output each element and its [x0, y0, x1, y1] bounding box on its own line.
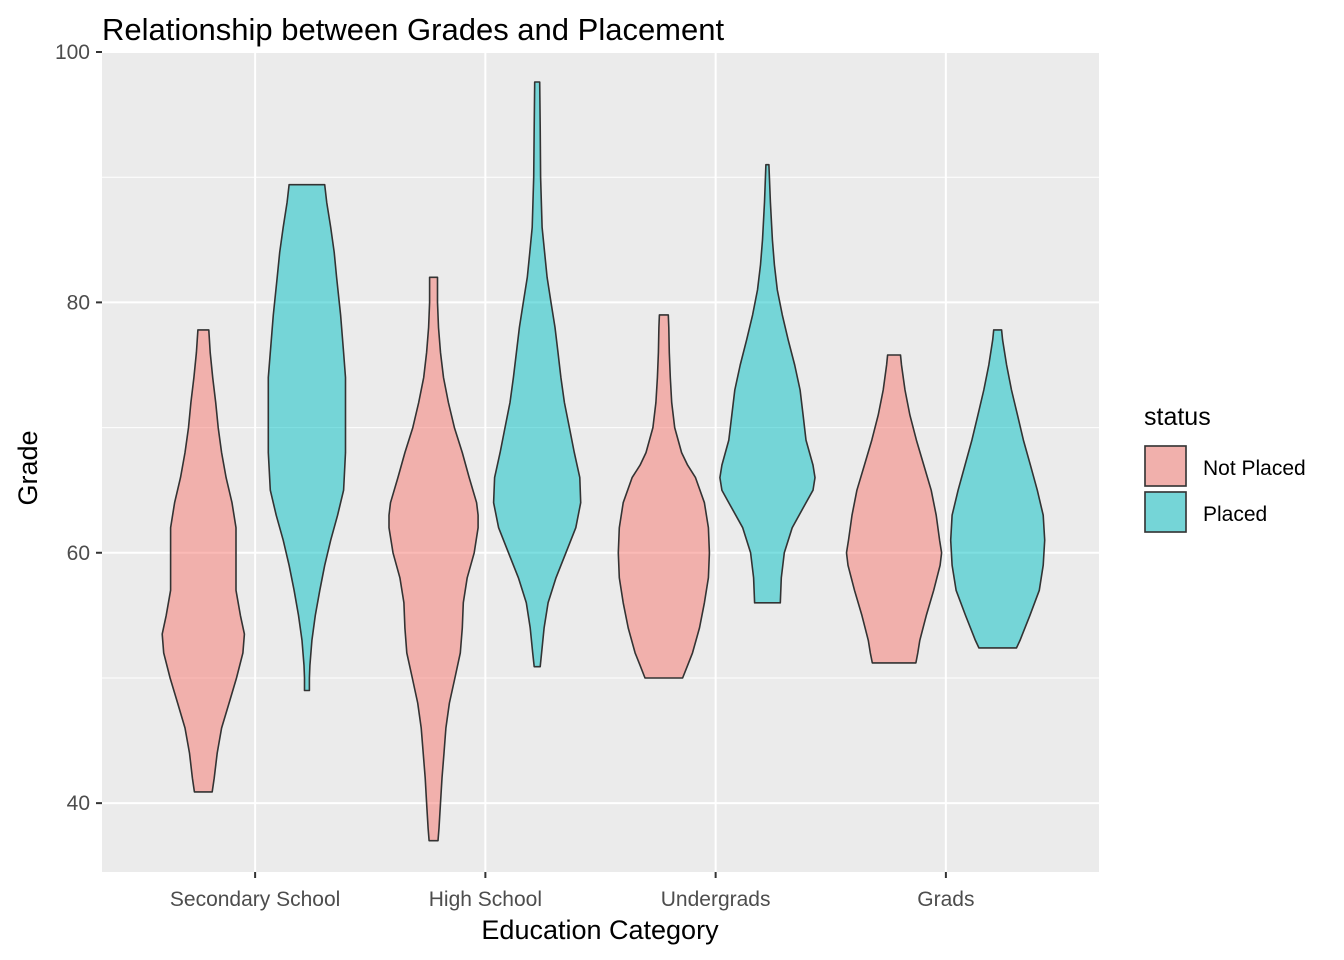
- violin-marks: [161, 81, 1046, 842]
- y-tick-label: 40: [67, 792, 90, 815]
- x-tick-label: Secondary School: [170, 888, 340, 911]
- y-axis-ticks: 40 60 80 100: [55, 41, 102, 815]
- chart-title: Relationship between Grades and Placemen…: [102, 12, 724, 47]
- violin-not-placed-secondary-school: [161, 329, 246, 793]
- legend-title: status: [1144, 403, 1211, 431]
- x-tick-label: Undergrads: [661, 888, 771, 911]
- violin-placed-grads: [949, 329, 1046, 649]
- violin-placed-high-school: [492, 81, 582, 668]
- legend-swatch-not-placed: [1144, 445, 1187, 487]
- x-tick-label: High School: [429, 888, 542, 911]
- violin-not-placed-high-school: [388, 276, 479, 842]
- legend-swatch-placed: [1144, 491, 1187, 533]
- major-gridlines: [102, 51, 1099, 872]
- legend-label-placed: Placed: [1203, 503, 1267, 526]
- violin-not-placed-grads: [845, 354, 943, 664]
- y-axis-title: Grade: [13, 430, 43, 505]
- x-axis-title: Education Category: [481, 915, 719, 945]
- violin-placed-secondary-school: [267, 183, 347, 692]
- legend: status Not Placed Placed: [1144, 403, 1306, 533]
- x-tick-label: Grads: [917, 888, 974, 911]
- plot-panel: [102, 52, 1099, 872]
- y-tick-label: 100: [55, 41, 90, 64]
- legend-label-not-placed: Not Placed: [1203, 457, 1306, 480]
- y-tick-label: 60: [67, 542, 90, 565]
- y-tick-label: 80: [67, 291, 90, 314]
- violin-placed-undergrads: [719, 163, 816, 604]
- x-axis-ticks: Secondary School High School Undergrads Gra…: [170, 872, 974, 911]
- violin-not-placed-undergrads: [617, 314, 711, 679]
